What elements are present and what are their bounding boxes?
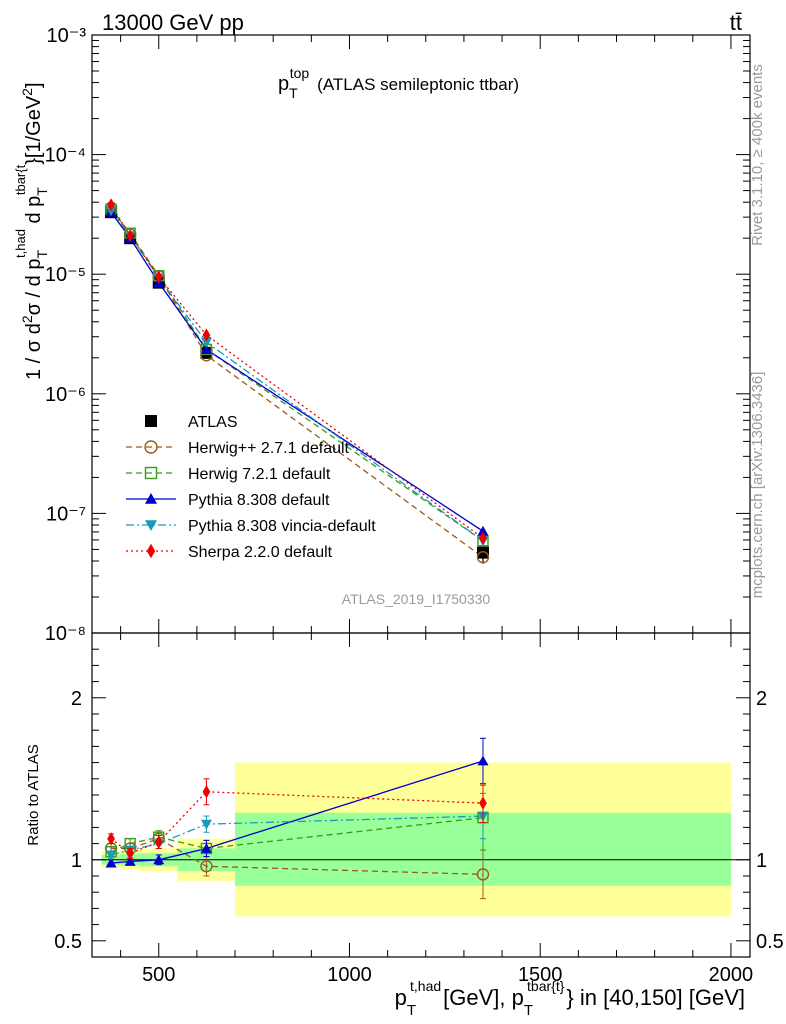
ratio-point-series-2 [477, 755, 489, 766]
process-label: tt̄ [730, 10, 742, 35]
xtick-label: 1500 [518, 964, 563, 986]
data-point-series-1 [476, 551, 490, 564]
series-line-5 [110, 204, 484, 539]
energy-label: 13000 GeV pp [102, 10, 244, 35]
ratio-point-series-0 [200, 860, 213, 873]
data-point-series-5 [126, 229, 134, 243]
legend-label: ATLAS [188, 414, 238, 431]
data-point-series-5 [202, 328, 211, 342]
legend-marker [145, 520, 157, 531]
main-title: pTtop(ATLAS semileptonic ttbar) [278, 65, 519, 101]
legend-label: Pythia 8.308 default [188, 492, 330, 509]
ratio-ytick-label-right: 1 [756, 850, 767, 872]
legend-label: Sherpa 2.2.0 default [188, 544, 333, 561]
xtick-label: 500 [142, 964, 175, 986]
main-ytick-label: 10⁻⁴ [45, 145, 86, 167]
ratio-ytick-label-right: 0.5 [756, 931, 784, 953]
ratio-point-series-2 [124, 855, 136, 866]
ratio-point-series-3 [105, 850, 117, 861]
legend: ATLAS Herwig++ 2.7.1 default Herwig 7.2.1 … [126, 414, 376, 561]
data-point-series-5 [107, 198, 115, 212]
legend-marker [144, 440, 158, 454]
ratio-point-series-0 [476, 868, 490, 881]
data-point-series-5 [479, 531, 487, 545]
ratio-point-series-4 [126, 846, 134, 860]
ratio-ylabel: Ratio to ATLAS [25, 744, 42, 845]
ratio-ytick-label: 2 [71, 688, 82, 710]
legend-marker [146, 543, 156, 559]
main-ytick-label: 10⁻⁷ [46, 503, 86, 525]
x-axis-label: pTt,had[GeV], pTtbar{t}} in [40,150] [Ge… [395, 978, 745, 1019]
data-point-series-3 [477, 525, 489, 536]
ratio-ytick-label: 0.5 [54, 931, 82, 953]
ratio-ytick-label: 1 [71, 850, 82, 872]
ratio-point-series-4 [479, 796, 487, 810]
rivet-version-label: Rivet 3.1.10, ≥ 400k events [749, 64, 766, 246]
ratio-ytick-label-right: 2 [756, 688, 767, 710]
main-ylabel: 1 / σ d2σ / d pTt,had d pTtbar{t}[1/GeV2… [13, 82, 50, 380]
mcplots-label: mcplots.cern.ch [arXiv:1306.3436] [749, 372, 766, 599]
legend-marker [144, 466, 158, 480]
legend-label: Herwig++ 2.7.1 default [188, 440, 350, 457]
ratio-line-4 [110, 791, 484, 855]
data-point-series-3 [200, 343, 212, 354]
ratio-point-series-2 [153, 854, 165, 865]
legend-marker [145, 415, 157, 427]
legend-label: Pythia 8.308 vincia-default [188, 518, 376, 535]
main-ytick-label: 10⁻⁶ [45, 384, 86, 406]
main-ytick-label: 10⁻³ [47, 25, 87, 47]
legend-marker [145, 493, 157, 504]
main-panel: pTtop(ATLAS semileptonic ttbar) 10⁻⁸ 10⁻⁷… [45, 25, 751, 645]
ratio-point-series-4 [107, 832, 115, 846]
analysis-label: ATLAS_2019_I1750330 [342, 591, 491, 607]
data-point-series-0 [476, 546, 489, 559]
data-point-series-5 [154, 270, 163, 284]
xtick-label: 2000 [709, 964, 754, 986]
ratio-point-series-4 [202, 785, 211, 799]
ratio-point-series-3 [200, 819, 212, 830]
ratio-panel: 0.5 0.5 1 1 2 2 500 1000 1500 2000 [54, 632, 784, 986]
series-line-3 [110, 211, 484, 532]
main-ytick-label: 10⁻⁵ [45, 264, 86, 286]
xtick-label: 1000 [327, 964, 372, 986]
ratio-point-series-2 [200, 842, 212, 853]
main-ytick-label: 10⁻⁸ [45, 623, 86, 645]
ratio-point-series-2 [105, 857, 117, 868]
ratio-point-series-4 [154, 835, 163, 849]
data-point-series-4 [200, 337, 212, 348]
legend-label: Herwig 7.2.1 default [188, 466, 331, 483]
